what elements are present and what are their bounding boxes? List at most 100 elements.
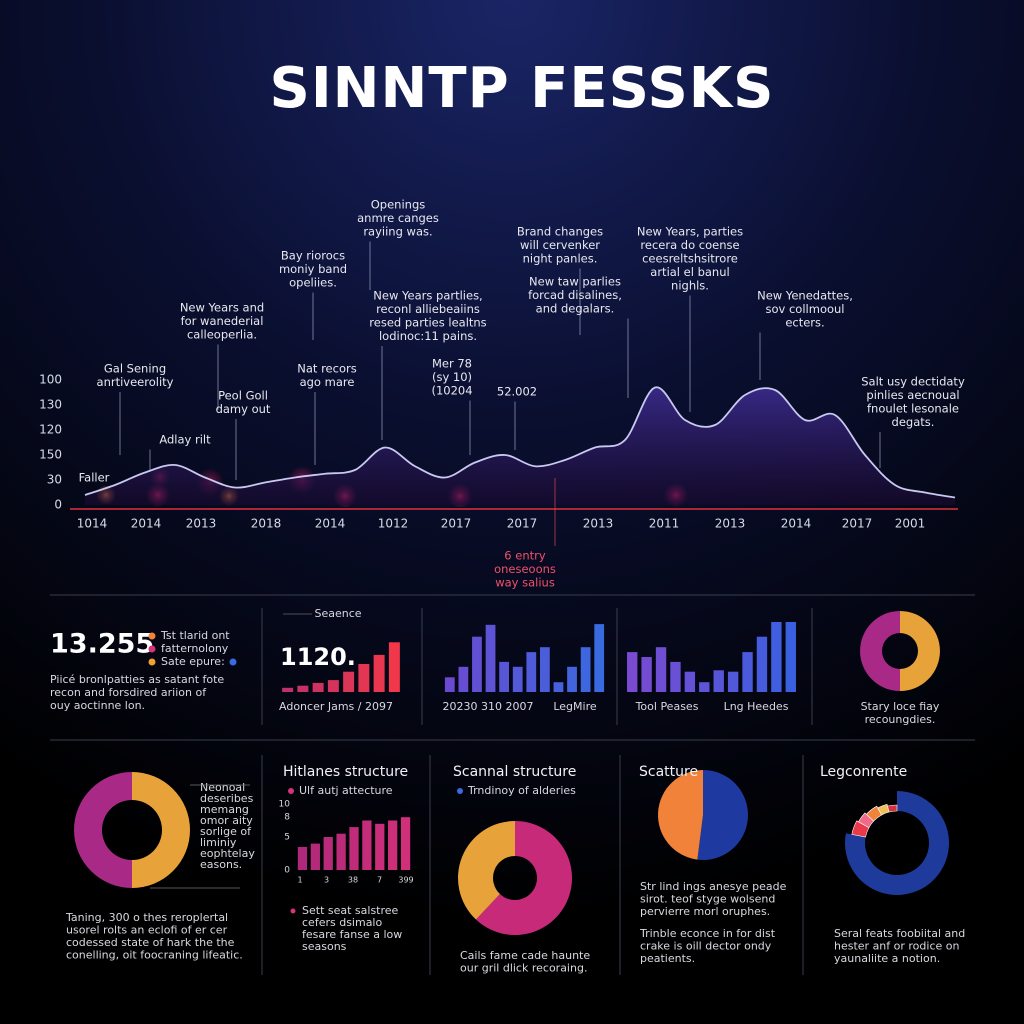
text-line: memang: [200, 803, 249, 816]
bar: [594, 624, 605, 692]
text-line: our gril dlick recoraing.: [460, 962, 587, 975]
line: [84, 386, 956, 499]
bar: [771, 622, 782, 692]
annotation: pinlies aecnoual: [866, 388, 959, 402]
bar: [282, 687, 294, 692]
bar: [400, 817, 411, 870]
text-line: seasons: [302, 940, 347, 953]
x-tick-label: 2017: [507, 517, 538, 531]
x-tick-label: 7: [377, 876, 382, 885]
bar: [727, 671, 739, 692]
text-line: Seral feats foobiital and: [834, 927, 965, 940]
annotation: oneseoons: [494, 562, 556, 576]
text-line: peatients.: [640, 952, 695, 965]
panel-title: Scatture: [639, 764, 698, 780]
y-tick-label: 150: [39, 448, 62, 462]
bar: [580, 647, 591, 692]
annotation: New taw parlies: [529, 275, 621, 289]
annotation: anrtiveerolity: [97, 375, 174, 389]
panel-title: Hitlanes structure: [283, 764, 408, 780]
x-tick-label: 2001: [895, 517, 926, 531]
x-tick-label: 2011: [649, 517, 680, 531]
annotation: damy out: [216, 402, 271, 416]
text-line: Sett seat salstree: [302, 904, 399, 917]
text-line: codessed state of hark the the: [66, 936, 235, 949]
text-line: usorel rolts an eclofi of er cer: [66, 924, 228, 937]
text-line: deseribes: [200, 792, 254, 805]
kpi-value: 13.255: [50, 629, 154, 660]
donut-segment: [900, 611, 940, 691]
bar: [327, 680, 339, 692]
bar: [472, 636, 482, 692]
annotation: degats.: [892, 415, 935, 429]
text-line: sirot. teof styge wolsend: [640, 893, 775, 906]
donut-segment: [845, 791, 950, 896]
annotation: recera do coense: [640, 238, 739, 252]
legend-label: Ulf autj attecture: [299, 784, 393, 797]
annotation: (sy 10): [432, 370, 472, 384]
bar: [336, 833, 346, 870]
annotation: moniy band: [279, 262, 347, 276]
x-tick-label: 399: [398, 876, 413, 885]
donut-segment: [132, 772, 190, 888]
annotation: Brand changes: [517, 225, 603, 239]
bar: [655, 647, 667, 692]
panel-title: Legconrente: [820, 764, 907, 780]
legend-label: Sate epure:: [161, 655, 225, 668]
text-line: sorlige of: [200, 825, 252, 838]
bar: [485, 624, 496, 692]
pie-slice: [697, 770, 748, 860]
legend-dot: [457, 788, 463, 794]
x-tick-label: 2014: [781, 517, 812, 531]
annotation: way salius: [495, 576, 555, 590]
text-line: eophtelay: [200, 847, 255, 860]
donut-segment: [887, 804, 898, 813]
text-line: crake is oill dector ondy: [640, 940, 772, 953]
legend-label: Trndinoy of alderies: [467, 784, 576, 797]
text-line: Neonoal: [200, 781, 245, 794]
text-line: conelling, oit foocraning lifeatic.: [66, 949, 243, 962]
text-line: fesare fanse a low: [302, 928, 402, 941]
annotation: lodinoc:11 pains.: [379, 329, 477, 343]
donut-segment: [860, 611, 900, 691]
bar: [373, 654, 385, 692]
x-tick-label: 1: [297, 876, 302, 885]
text-line: Piicé bronlpatties as satant fote: [50, 673, 224, 686]
bar: [375, 823, 385, 870]
bar: [310, 843, 320, 870]
bar: [641, 657, 652, 692]
text-line: omor aity: [200, 814, 253, 827]
text-line: recoungdies.: [865, 713, 936, 726]
donut-segment: [475, 821, 572, 936]
annotation: Adlay rilt: [159, 433, 211, 447]
annotation: New Years, parties: [637, 225, 743, 239]
text-line: Str lind ings anesye peade: [640, 880, 787, 893]
bar: [742, 652, 753, 692]
x-tick-label: 38: [348, 876, 358, 885]
y-tick-label: 0: [284, 866, 290, 876]
annotation: New Years partlies,: [373, 289, 482, 303]
text-line: Trinble econce in for dist: [639, 927, 776, 940]
pie-slice: [657, 770, 703, 860]
annotation: artial el banul: [650, 265, 729, 279]
text-line: Taning, 300 o thes reroplertal: [65, 911, 228, 924]
annotation: will cervenker: [520, 238, 600, 252]
legend-label: fatternolony: [161, 642, 229, 655]
legend-dot: [148, 658, 156, 666]
y-tick-label: 5: [284, 833, 290, 843]
annotation: ceesreltshsitrore: [642, 252, 738, 266]
annotation: fnoulet lesonale: [867, 402, 959, 416]
annotation: Nat recors: [297, 362, 356, 376]
x-tick-label: 3: [324, 876, 329, 885]
annotation: (10204: [431, 384, 472, 398]
bar: [713, 670, 724, 692]
x-tick-label: 2013: [186, 517, 217, 531]
x-tick-label: 1012: [378, 517, 409, 531]
donut-segment: [74, 772, 132, 888]
legend-dot: [148, 645, 156, 653]
bar: [362, 820, 372, 870]
bar: [297, 846, 308, 870]
text-line: cefers dsimalo: [302, 916, 382, 929]
bar: [323, 837, 333, 870]
title: SINNTP FESSKS: [269, 56, 774, 121]
